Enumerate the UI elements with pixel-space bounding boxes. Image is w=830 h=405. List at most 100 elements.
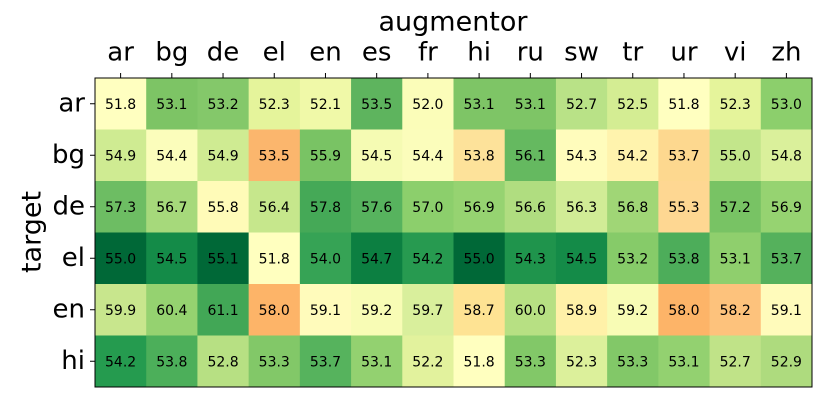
cell-label: 52.2 xyxy=(412,354,443,370)
cell-label: 54.3 xyxy=(566,148,597,164)
heatmap-cell xyxy=(146,335,198,388)
heatmap-cell xyxy=(760,78,813,130)
heatmap-cell xyxy=(453,232,506,285)
heatmap-cell xyxy=(197,181,250,233)
cell-label: 56.3 xyxy=(566,200,597,216)
cell-label: 53.7 xyxy=(771,251,802,267)
cell-label: 59.1 xyxy=(310,303,341,319)
heatmap-cell xyxy=(402,181,454,233)
heatmap-cell xyxy=(402,335,454,388)
cell-label: 54.8 xyxy=(771,148,802,164)
cell-label: 56.8 xyxy=(617,200,648,216)
heatmap-cell xyxy=(658,181,711,233)
cell-label: 52.3 xyxy=(720,97,751,113)
cell-label: 54.4 xyxy=(156,148,187,164)
cell-label: 57.2 xyxy=(720,200,751,216)
cell-label: 60.4 xyxy=(156,303,187,319)
cell-label: 54.5 xyxy=(361,148,392,164)
cell-label: 58.7 xyxy=(464,303,495,319)
heatmap-cell xyxy=(351,78,403,130)
heatmap-cell xyxy=(453,181,506,233)
cell-label: 55.1 xyxy=(207,251,238,267)
heatmap-cell xyxy=(760,129,813,182)
cell-label: 56.7 xyxy=(156,200,187,216)
heatmap-cell xyxy=(555,129,608,182)
y-tick-label: en xyxy=(53,294,85,324)
x-tick-label: el xyxy=(263,38,286,68)
heatmap-cell xyxy=(351,129,403,182)
cell-label: 55.3 xyxy=(668,200,699,216)
heatmap-cell xyxy=(760,335,813,388)
cell-label: 53.3 xyxy=(515,354,546,370)
heatmap-cell xyxy=(248,232,301,285)
heatmap-cell xyxy=(709,284,762,336)
cell-label: 51.8 xyxy=(259,251,290,267)
heatmap-cell xyxy=(555,284,608,336)
cell-label: 58.0 xyxy=(668,303,699,319)
heatmap-cell xyxy=(95,284,147,336)
heatmap-cell xyxy=(197,335,250,388)
heatmap-cell xyxy=(351,284,403,336)
heatmap-cell xyxy=(607,232,659,285)
x-tick-label: zh xyxy=(771,38,801,68)
heatmap-cell xyxy=(146,284,198,336)
cell-label: 51.8 xyxy=(464,354,495,370)
heatmap-cell xyxy=(95,181,147,233)
y-tick-label: el xyxy=(62,243,85,273)
cell-label: 53.1 xyxy=(720,251,751,267)
cell-label: 55.8 xyxy=(207,200,238,216)
heatmap-cell xyxy=(146,181,198,233)
x-tick-label: vi xyxy=(724,38,747,68)
cell-label: 53.7 xyxy=(668,148,699,164)
heatmap-cell xyxy=(402,129,454,182)
cell-label: 53.1 xyxy=(361,354,392,370)
cell-label: 56.6 xyxy=(515,200,546,216)
heatmap-cell xyxy=(555,335,608,388)
heatmap-cell xyxy=(248,335,301,388)
y-tick-label: ar xyxy=(58,88,85,118)
cell-label: 54.9 xyxy=(207,148,238,164)
heatmap-cell xyxy=(658,335,711,388)
heatmap-cell xyxy=(607,284,659,336)
plot-frame xyxy=(94,77,813,388)
heatmap-cell xyxy=(299,78,352,130)
cell-label: 58.2 xyxy=(720,303,751,319)
heatmap-cell xyxy=(709,232,762,285)
cell-label: 55.0 xyxy=(464,251,495,267)
heatmap-cell xyxy=(555,232,608,285)
cell-label: 54.4 xyxy=(412,148,443,164)
heatmap-cell xyxy=(453,129,506,182)
heatmap-cell xyxy=(197,129,250,182)
cell-label: 51.8 xyxy=(105,97,136,113)
heatmap-cell xyxy=(504,78,557,130)
heatmap-cell xyxy=(402,78,454,130)
y-axis-title: target xyxy=(17,191,48,273)
heatmap-cell xyxy=(299,232,352,285)
heatmap-cell xyxy=(95,78,147,130)
cell-label: 54.7 xyxy=(361,251,392,267)
cell-label: 53.7 xyxy=(310,354,341,370)
cell-label: 55.0 xyxy=(105,251,136,267)
heatmap-cell xyxy=(197,78,250,130)
heatmap-cell xyxy=(607,78,659,130)
cell-label: 52.9 xyxy=(771,354,802,370)
y-tick-label: bg xyxy=(52,140,85,170)
y-tick-label: hi xyxy=(61,346,85,376)
heatmap-cell xyxy=(197,232,250,285)
cell-label: 59.2 xyxy=(361,303,392,319)
cell-label: 59.9 xyxy=(105,303,136,319)
cell-label: 52.8 xyxy=(207,354,238,370)
heatmap-cell xyxy=(248,181,301,233)
heatmap-cell xyxy=(760,181,813,233)
cell-label: 52.1 xyxy=(310,97,341,113)
heatmap-cell xyxy=(402,284,454,336)
heatmap-cell xyxy=(351,232,403,285)
heatmap-cell xyxy=(607,181,659,233)
x-axis-title: augmentor xyxy=(378,7,528,38)
heatmap-cell xyxy=(658,232,711,285)
x-tick-label: ru xyxy=(517,38,544,68)
heatmap-cell xyxy=(299,284,352,336)
cell-label: 53.1 xyxy=(464,97,495,113)
x-tick-label: ur xyxy=(670,38,697,68)
heatmap-cell xyxy=(402,232,454,285)
